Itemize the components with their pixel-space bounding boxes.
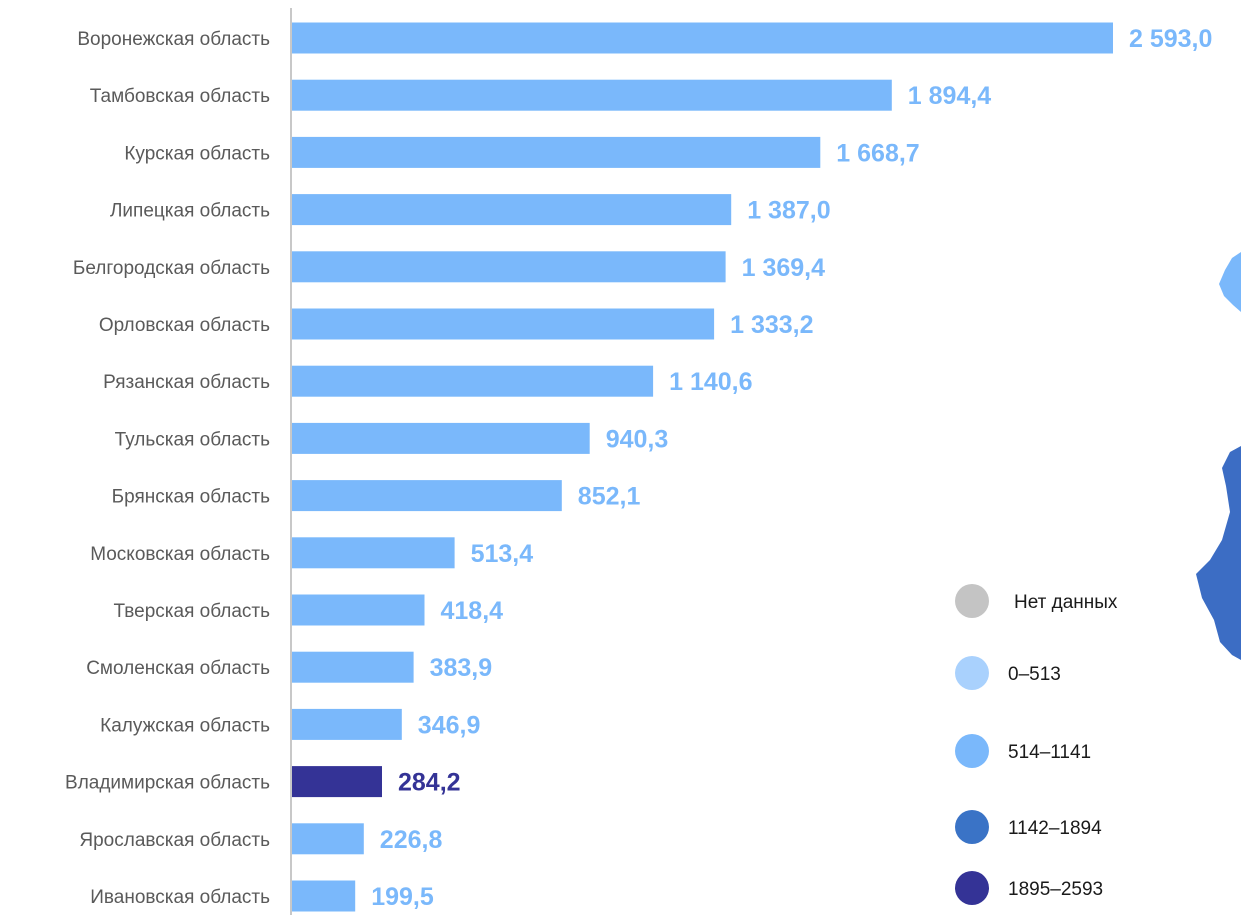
bar <box>292 880 356 912</box>
value-label: 1 333,2 <box>730 311 813 339</box>
category-label: Тверская область <box>114 601 271 622</box>
category-label: Липецкая область <box>110 201 270 222</box>
category-labels-group: Воронежская область Тамбовская область Кур… <box>65 29 270 908</box>
bar <box>292 136 821 168</box>
category-label: Белгородская область <box>73 258 270 279</box>
bar <box>292 22 1113 54</box>
bar <box>292 823 364 855</box>
category-label: Московская область <box>90 544 270 565</box>
value-label: 1 369,4 <box>742 254 826 282</box>
value-label: 2 593,0 <box>1129 25 1212 53</box>
legend-swatch <box>955 734 989 768</box>
legend-swatch <box>955 584 989 618</box>
category-label: Курская область <box>124 143 270 164</box>
value-label: 513,4 <box>471 540 534 568</box>
value-label: 418,4 <box>441 597 504 625</box>
bar <box>292 480 562 512</box>
value-label: 346,9 <box>418 711 481 739</box>
value-labels-group: 2 593,0 1 894,4 1 668,7 1 387,0 1 369,4 1 333… <box>371 25 1212 911</box>
bar <box>292 251 726 283</box>
legend-swatch <box>955 656 989 690</box>
category-label: Владимирская область <box>65 773 270 794</box>
bar <box>292 651 414 683</box>
bar <box>292 79 892 111</box>
category-label: Смоленская область <box>86 658 270 679</box>
legend-label: 1895–2593 <box>1008 879 1103 900</box>
legend-label: 0–513 <box>1008 664 1061 685</box>
category-label: Ярославская область <box>79 830 270 851</box>
category-label: Ивановская область <box>90 887 270 908</box>
bar <box>292 537 455 569</box>
category-label: Брянская область <box>112 487 270 508</box>
value-label: 226,8 <box>380 826 443 854</box>
value-label: 199,5 <box>371 883 434 911</box>
bar <box>292 594 425 626</box>
value-label: 940,3 <box>606 425 669 453</box>
bar <box>292 766 382 798</box>
bar <box>292 708 402 740</box>
value-label: 284,2 <box>398 769 461 797</box>
category-label: Тамбовская область <box>90 86 270 107</box>
bar <box>292 365 654 397</box>
map-fragment <box>1196 252 1241 660</box>
category-label: Рязанская область <box>103 372 270 393</box>
bar <box>292 194 732 226</box>
value-label: 1 668,7 <box>836 139 919 167</box>
value-label: 1 140,6 <box>669 368 752 396</box>
category-label: Тульская область <box>115 429 270 450</box>
legend-label: Нет данных <box>1014 592 1118 613</box>
bar <box>292 308 715 340</box>
map-region-shape <box>1196 446 1241 660</box>
map-region-shape <box>1219 252 1241 312</box>
legend-label: 1142–1894 <box>1008 818 1102 839</box>
value-label: 852,1 <box>578 483 641 511</box>
bar <box>292 422 590 454</box>
legend-swatch <box>955 810 989 844</box>
legend-label: 514–1141 <box>1008 742 1091 763</box>
value-label: 1 894,4 <box>908 82 992 110</box>
category-label: Воронежская область <box>77 29 270 50</box>
value-label: 1 387,0 <box>747 197 830 225</box>
value-label: 383,9 <box>430 654 493 682</box>
bars-group <box>292 22 1113 912</box>
category-label: Калужская область <box>100 715 270 736</box>
category-label: Орловская область <box>99 315 270 336</box>
legend: Нет данных 0–513 514–1141 1142–1894 1895–259… <box>955 584 1118 905</box>
legend-swatch <box>955 871 989 905</box>
